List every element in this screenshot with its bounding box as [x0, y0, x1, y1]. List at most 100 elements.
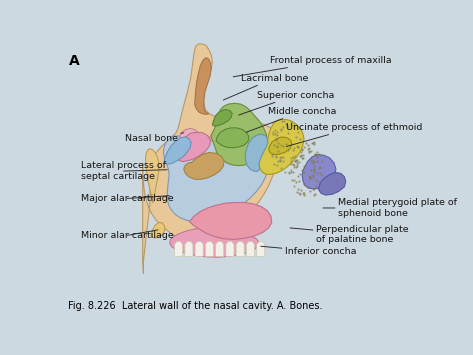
Point — [310, 167, 318, 173]
Point — [309, 172, 317, 178]
Point — [270, 143, 278, 148]
Point — [277, 127, 285, 133]
Point — [312, 178, 319, 183]
Point — [284, 124, 292, 130]
Point — [294, 144, 302, 150]
Point — [272, 153, 280, 159]
Point — [273, 143, 281, 149]
Point — [289, 148, 297, 153]
Point — [309, 140, 317, 146]
Point — [309, 159, 317, 164]
Point — [295, 159, 303, 165]
Point — [285, 171, 293, 176]
Point — [290, 145, 298, 151]
Point — [312, 151, 319, 157]
Point — [278, 118, 286, 124]
Point — [279, 154, 287, 160]
Polygon shape — [216, 242, 224, 256]
Point — [283, 122, 291, 128]
Polygon shape — [170, 228, 259, 257]
Text: Major alar cartilage: Major alar cartilage — [81, 194, 174, 203]
Polygon shape — [319, 173, 346, 195]
Point — [281, 170, 289, 175]
Point — [295, 186, 302, 192]
Point — [277, 154, 284, 159]
Point — [316, 170, 324, 176]
Point — [287, 168, 295, 173]
Point — [288, 177, 295, 183]
Point — [274, 140, 282, 146]
Polygon shape — [257, 242, 265, 256]
Point — [290, 122, 298, 128]
Point — [293, 189, 301, 195]
Point — [268, 154, 276, 159]
Point — [314, 149, 321, 154]
Polygon shape — [184, 153, 224, 179]
Point — [287, 122, 295, 128]
Point — [295, 178, 303, 184]
Point — [310, 166, 318, 171]
Point — [318, 173, 325, 178]
Point — [310, 169, 318, 175]
Point — [300, 144, 307, 150]
Point — [272, 138, 280, 143]
Polygon shape — [195, 58, 211, 114]
Point — [290, 164, 298, 169]
Point — [295, 129, 302, 135]
Point — [273, 129, 281, 135]
Point — [310, 192, 318, 198]
Point — [287, 161, 295, 166]
Point — [316, 165, 324, 170]
Point — [273, 144, 281, 150]
Point — [284, 130, 292, 135]
Point — [299, 152, 307, 158]
Point — [297, 153, 304, 158]
Point — [314, 154, 321, 160]
Text: Inferior concha: Inferior concha — [261, 246, 356, 256]
Polygon shape — [189, 202, 272, 239]
Point — [292, 179, 300, 185]
Point — [318, 158, 326, 164]
Text: Minor alar cartilage: Minor alar cartilage — [81, 230, 174, 240]
Point — [293, 163, 301, 169]
Polygon shape — [211, 103, 267, 165]
Polygon shape — [205, 242, 213, 256]
Point — [271, 161, 278, 166]
Point — [305, 148, 313, 154]
Point — [311, 191, 319, 197]
Point — [310, 141, 317, 147]
Point — [280, 118, 288, 124]
Polygon shape — [212, 110, 232, 126]
Polygon shape — [176, 132, 210, 162]
Text: Perpendicular plate
of palatine bone: Perpendicular plate of palatine bone — [290, 225, 408, 244]
Point — [305, 142, 312, 148]
Point — [277, 142, 285, 148]
Point — [305, 174, 313, 180]
Polygon shape — [209, 131, 226, 142]
Point — [297, 149, 305, 154]
Point — [289, 161, 297, 167]
Text: Medial pterygoid plate of
sphenoid bone: Medial pterygoid plate of sphenoid bone — [323, 198, 457, 218]
Text: Lateral process of
septal cartilage: Lateral process of septal cartilage — [81, 162, 167, 181]
Point — [298, 153, 305, 159]
Point — [315, 152, 323, 157]
Polygon shape — [246, 242, 254, 256]
Point — [269, 131, 277, 137]
Point — [278, 126, 285, 132]
Point — [291, 158, 299, 163]
Polygon shape — [151, 223, 165, 238]
Point — [309, 174, 317, 180]
Point — [277, 165, 284, 171]
Point — [280, 143, 287, 149]
Point — [285, 148, 292, 153]
Point — [293, 157, 301, 163]
Point — [297, 187, 305, 193]
Point — [312, 183, 320, 189]
Point — [295, 173, 302, 179]
Point — [307, 173, 314, 179]
Text: Frontal process of maxilla: Frontal process of maxilla — [233, 56, 392, 77]
Point — [310, 163, 317, 169]
Point — [282, 121, 290, 127]
Point — [280, 124, 287, 130]
Point — [274, 148, 281, 154]
